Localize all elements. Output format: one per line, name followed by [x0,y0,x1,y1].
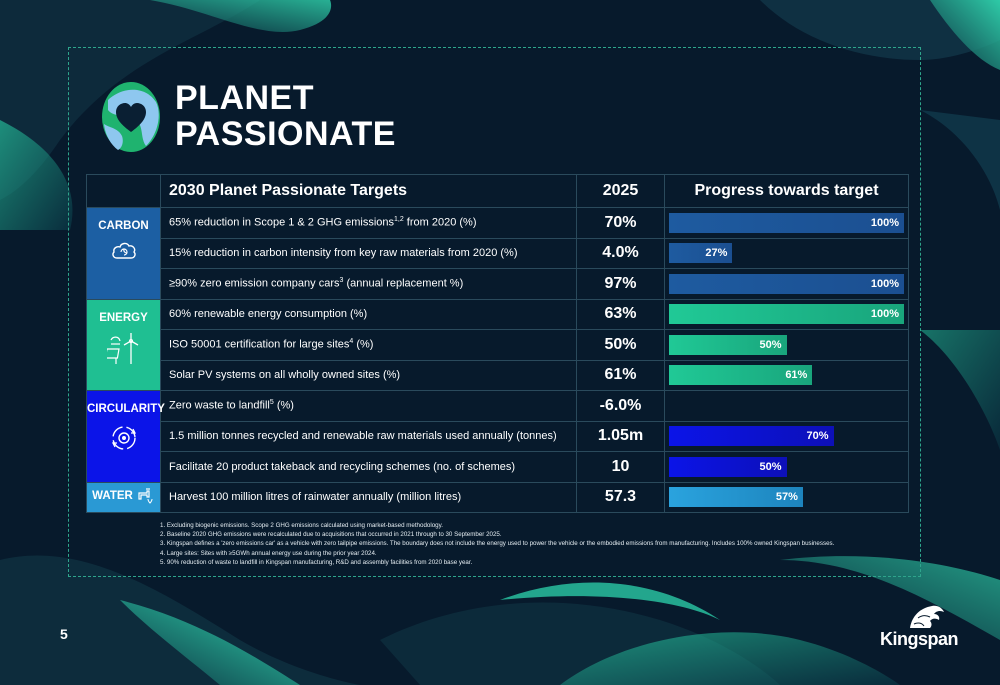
header-target: 2030 Planet Passionate Targets [160,174,577,208]
page-number: 5 [60,626,68,642]
value-2025: 4.0% [576,237,665,269]
progress-bar: 70% [669,426,834,447]
value-2025: 57.3 [576,481,665,513]
progress-cell: 100% [664,268,909,300]
header-blank [86,174,161,208]
wind-solar-icon [106,332,138,364]
category-circularity: CIRCULARITY [86,390,165,483]
brand-name: Kingspan [880,629,959,649]
progress-cell: 100% [664,298,909,330]
value-2025: 70% [576,207,665,239]
progress-bar: 100% [669,212,904,233]
recycle-gear-icon [111,426,136,450]
category-energy: ENERGY [86,298,161,391]
page-title: PLANET PASSIONATE [175,80,396,152]
target-description: Zero waste to landfill5 (%) [160,390,577,422]
footnote-ref: 1,2 [394,216,404,224]
progress-cell: 27% [664,237,909,269]
footnote-ref: 3 [339,277,344,285]
footnote: 5. 90% reduction of waste to landfill in… [160,558,473,566]
progress-cell: 50% [664,329,909,361]
category-carbon: CARBON [86,207,161,300]
cloud-icon [111,242,136,259]
footnote: 1. Excluding biogenic emissions. Scope 2… [160,522,443,529]
progress-cell: 70% [664,420,909,452]
header-year: 2025 [576,174,665,208]
progress-bar: 100% [669,273,904,294]
progress-bar: 57% [669,487,803,508]
title-line-1: PLANET [175,79,314,117]
progress-cell: 61% [664,359,909,391]
target-description: ≥90% zero emission company cars3 (annual… [160,268,577,300]
footnote: 3. Kingspan defines a 'zero emissions ca… [160,540,835,548]
target-description: Solar PV systems on all wholly owned sit… [160,359,577,391]
table-row: 1.5 million tonnes recycled and renewabl… [87,420,909,452]
footnote: 4. Large sites: Sites with ≥5GWh annual … [160,549,377,557]
category-label: CIRCULARITY [87,403,165,415]
footnote-ref: 5 [269,399,274,407]
target-description: 60% renewable energy consumption (%) [160,298,577,330]
progress-cell [664,390,909,422]
table-row: ISO 50001 certification for large sites4… [87,329,909,361]
target-description: Harvest 100 million litres of rainwater … [160,481,577,513]
progress-cell: 50% [664,451,909,483]
table-row: CIRCULARITY Zero waste to landfill5 (%) -6… [86,390,909,483]
table-row: ≥90% zero emission company cars3 (annual… [87,268,909,300]
table-header-row: 2030 Planet Passionate Targets 2025 Prog… [86,174,909,208]
content-frame [68,47,921,577]
footnotes: 1. Excluding biogenic emissions. Scope 2… [160,521,834,567]
table-row: WATER Harvest 100 million litres of rainw… [86,481,909,513]
value-2025: -6.0% [576,390,665,422]
kingspan-logo: Kingspan [880,600,960,650]
progress-bar: 27% [669,243,733,264]
table-row: 15% reduction in carbon intensity from k… [87,237,909,269]
lion-icon [910,605,944,628]
title-line-2: PASSIONATE [175,115,396,153]
table-row: CARBON 65% reduction in Scope 1 & 2 GHG e… [86,207,909,300]
footnote-ref: 4 [349,338,354,346]
progress-bar: 61% [669,365,813,386]
table-row: Facilitate 20 product takeback and recyc… [87,451,909,483]
category-label: ENERGY [99,311,148,324]
category-water: WATER [86,481,161,513]
planet-heart-icon [102,82,160,152]
category-label: WATER [92,489,133,502]
value-2025: 10 [576,451,665,483]
table-row: Solar PV systems on all wholly owned sit… [87,359,909,391]
target-description: 1.5 million tonnes recycled and renewabl… [160,420,577,452]
table-row: ENERGY 60% renewable energy consumption (… [86,298,909,391]
progress-cell: 57% [664,481,909,513]
value-2025: 1.05m [576,420,665,452]
value-2025: 50% [576,329,665,361]
footnote: 2. Baseline 2020 GHG emissions were reca… [160,531,502,539]
category-label: CARBON [98,220,149,232]
value-2025: 63% [576,298,665,330]
header-progress: Progress towards target [664,174,909,208]
progress-cell: 100% [664,207,909,239]
value-2025: 61% [576,359,665,391]
target-description: 65% reduction in Scope 1 & 2 GHG emissio… [160,207,577,239]
progress-bar: 50% [669,334,787,355]
progress-bar: 100% [669,304,904,325]
water-tap-icon [138,487,153,504]
target-description: Facilitate 20 product takeback and recyc… [160,451,577,483]
value-2025: 97% [576,268,665,300]
target-description: 15% reduction in carbon intensity from k… [160,237,577,269]
progress-bar: 50% [669,456,787,477]
targets-table: 2030 Planet Passionate Targets 2025 Prog… [86,174,909,513]
target-description: ISO 50001 certification for large sites4… [160,329,577,361]
